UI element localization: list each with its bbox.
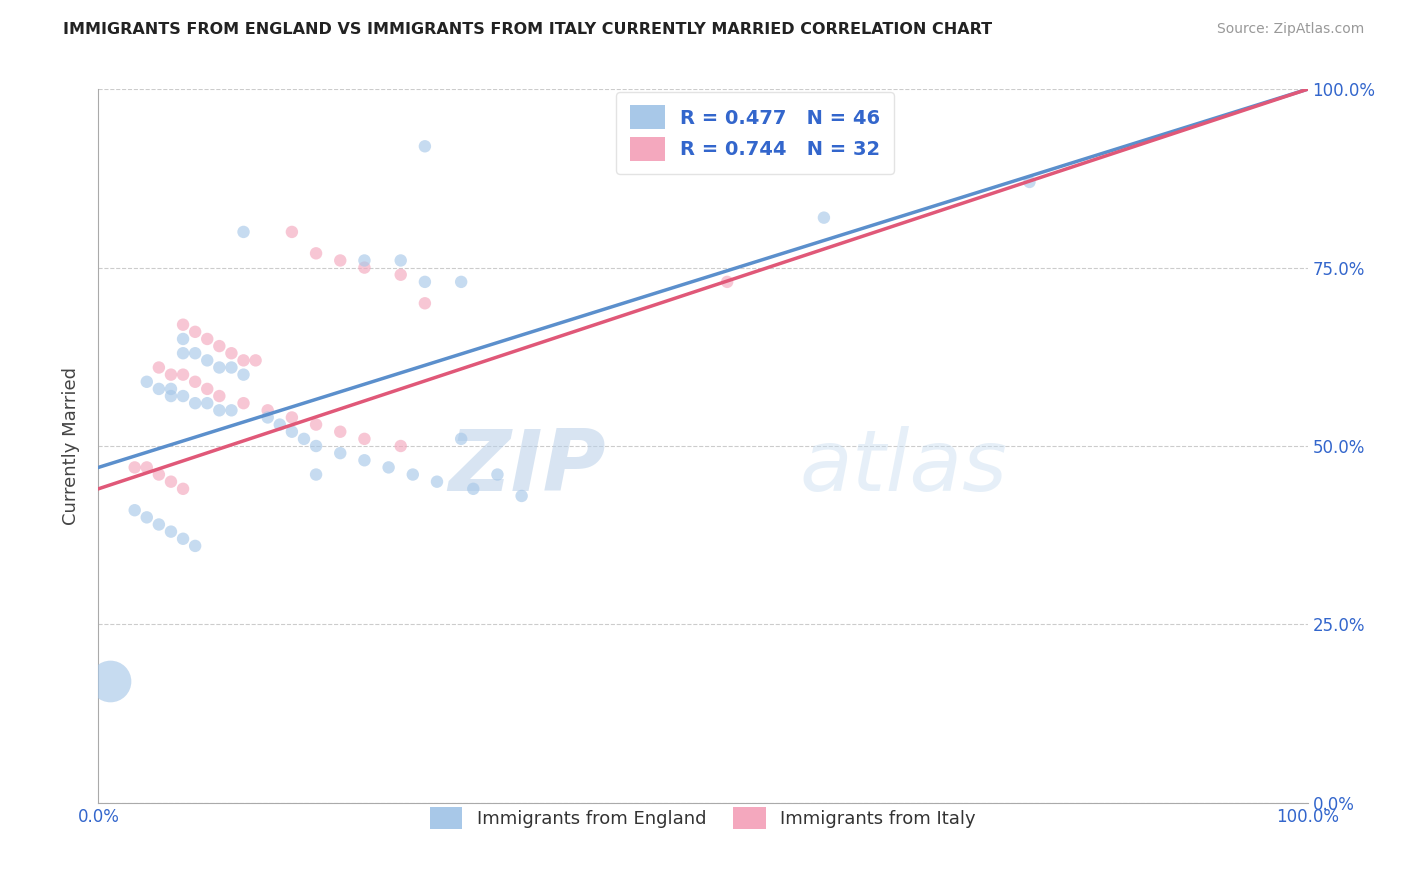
Text: Source: ZipAtlas.com: Source: ZipAtlas.com (1216, 22, 1364, 37)
Point (195, 332, 218, 346)
Point (353, 260, 375, 275)
Point (148, 467, 170, 482)
Point (486, 467, 509, 482)
Point (281, 410, 304, 425)
Point (160, 389, 183, 403)
Point (195, 382, 218, 396)
Point (135, 510, 157, 524)
Point (353, 253, 375, 268)
Point (221, 403, 243, 417)
Point (256, 410, 278, 425)
Point (184, 325, 207, 339)
Point (402, 467, 425, 482)
Point (281, 225, 304, 239)
Point (232, 396, 254, 410)
Y-axis label: Currently Married: Currently Married (62, 367, 80, 525)
Point (269, 417, 291, 432)
Point (1018, 175, 1040, 189)
Point (232, 353, 254, 368)
Point (450, 432, 472, 446)
Point (160, 368, 183, 382)
Point (195, 396, 218, 410)
Point (329, 425, 352, 439)
Point (353, 453, 375, 467)
Point (184, 396, 207, 410)
Point (389, 268, 412, 282)
Text: IMMIGRANTS FROM ENGLAND VS IMMIGRANTS FROM ITALY CURRENTLY MARRIED CORRELATION C: IMMIGRANTS FROM ENGLAND VS IMMIGRANTS FR… (63, 22, 993, 37)
Point (172, 482, 194, 496)
Point (208, 403, 231, 417)
Point (208, 360, 231, 375)
Point (172, 532, 194, 546)
Point (160, 524, 183, 539)
Point (172, 318, 194, 332)
Point (426, 475, 449, 489)
Point (184, 346, 207, 360)
Point (510, 489, 533, 503)
Point (184, 375, 207, 389)
Point (305, 439, 328, 453)
Point (813, 211, 835, 225)
Point (184, 539, 207, 553)
Point (413, 296, 436, 310)
Point (195, 353, 218, 368)
Point (148, 517, 170, 532)
Point (221, 360, 243, 375)
Point (135, 460, 157, 475)
Point (377, 460, 399, 475)
Point (292, 432, 315, 446)
Point (100, 674, 122, 689)
Point (329, 446, 352, 460)
Text: ZIP: ZIP (449, 425, 606, 509)
Point (450, 275, 472, 289)
Point (305, 417, 328, 432)
Point (245, 353, 267, 368)
Point (172, 368, 194, 382)
Text: atlas: atlas (800, 425, 1008, 509)
Point (172, 346, 194, 360)
Point (221, 346, 243, 360)
Point (329, 253, 352, 268)
Point (413, 139, 436, 153)
Point (172, 332, 194, 346)
Point (160, 475, 183, 489)
Point (353, 432, 375, 446)
Point (413, 275, 436, 289)
Point (160, 382, 183, 396)
Point (389, 439, 412, 453)
Point (135, 375, 157, 389)
Point (389, 253, 412, 268)
Point (124, 503, 146, 517)
Point (208, 339, 231, 353)
Point (305, 467, 328, 482)
Point (305, 246, 328, 260)
Point (256, 403, 278, 417)
Legend: Immigrants from England, Immigrants from Italy: Immigrants from England, Immigrants from… (416, 793, 990, 844)
Point (208, 389, 231, 403)
Point (232, 225, 254, 239)
Point (124, 460, 146, 475)
Point (232, 368, 254, 382)
Point (463, 482, 485, 496)
Point (716, 275, 738, 289)
Point (172, 389, 194, 403)
Point (148, 382, 170, 396)
Point (281, 425, 304, 439)
Point (148, 360, 170, 375)
